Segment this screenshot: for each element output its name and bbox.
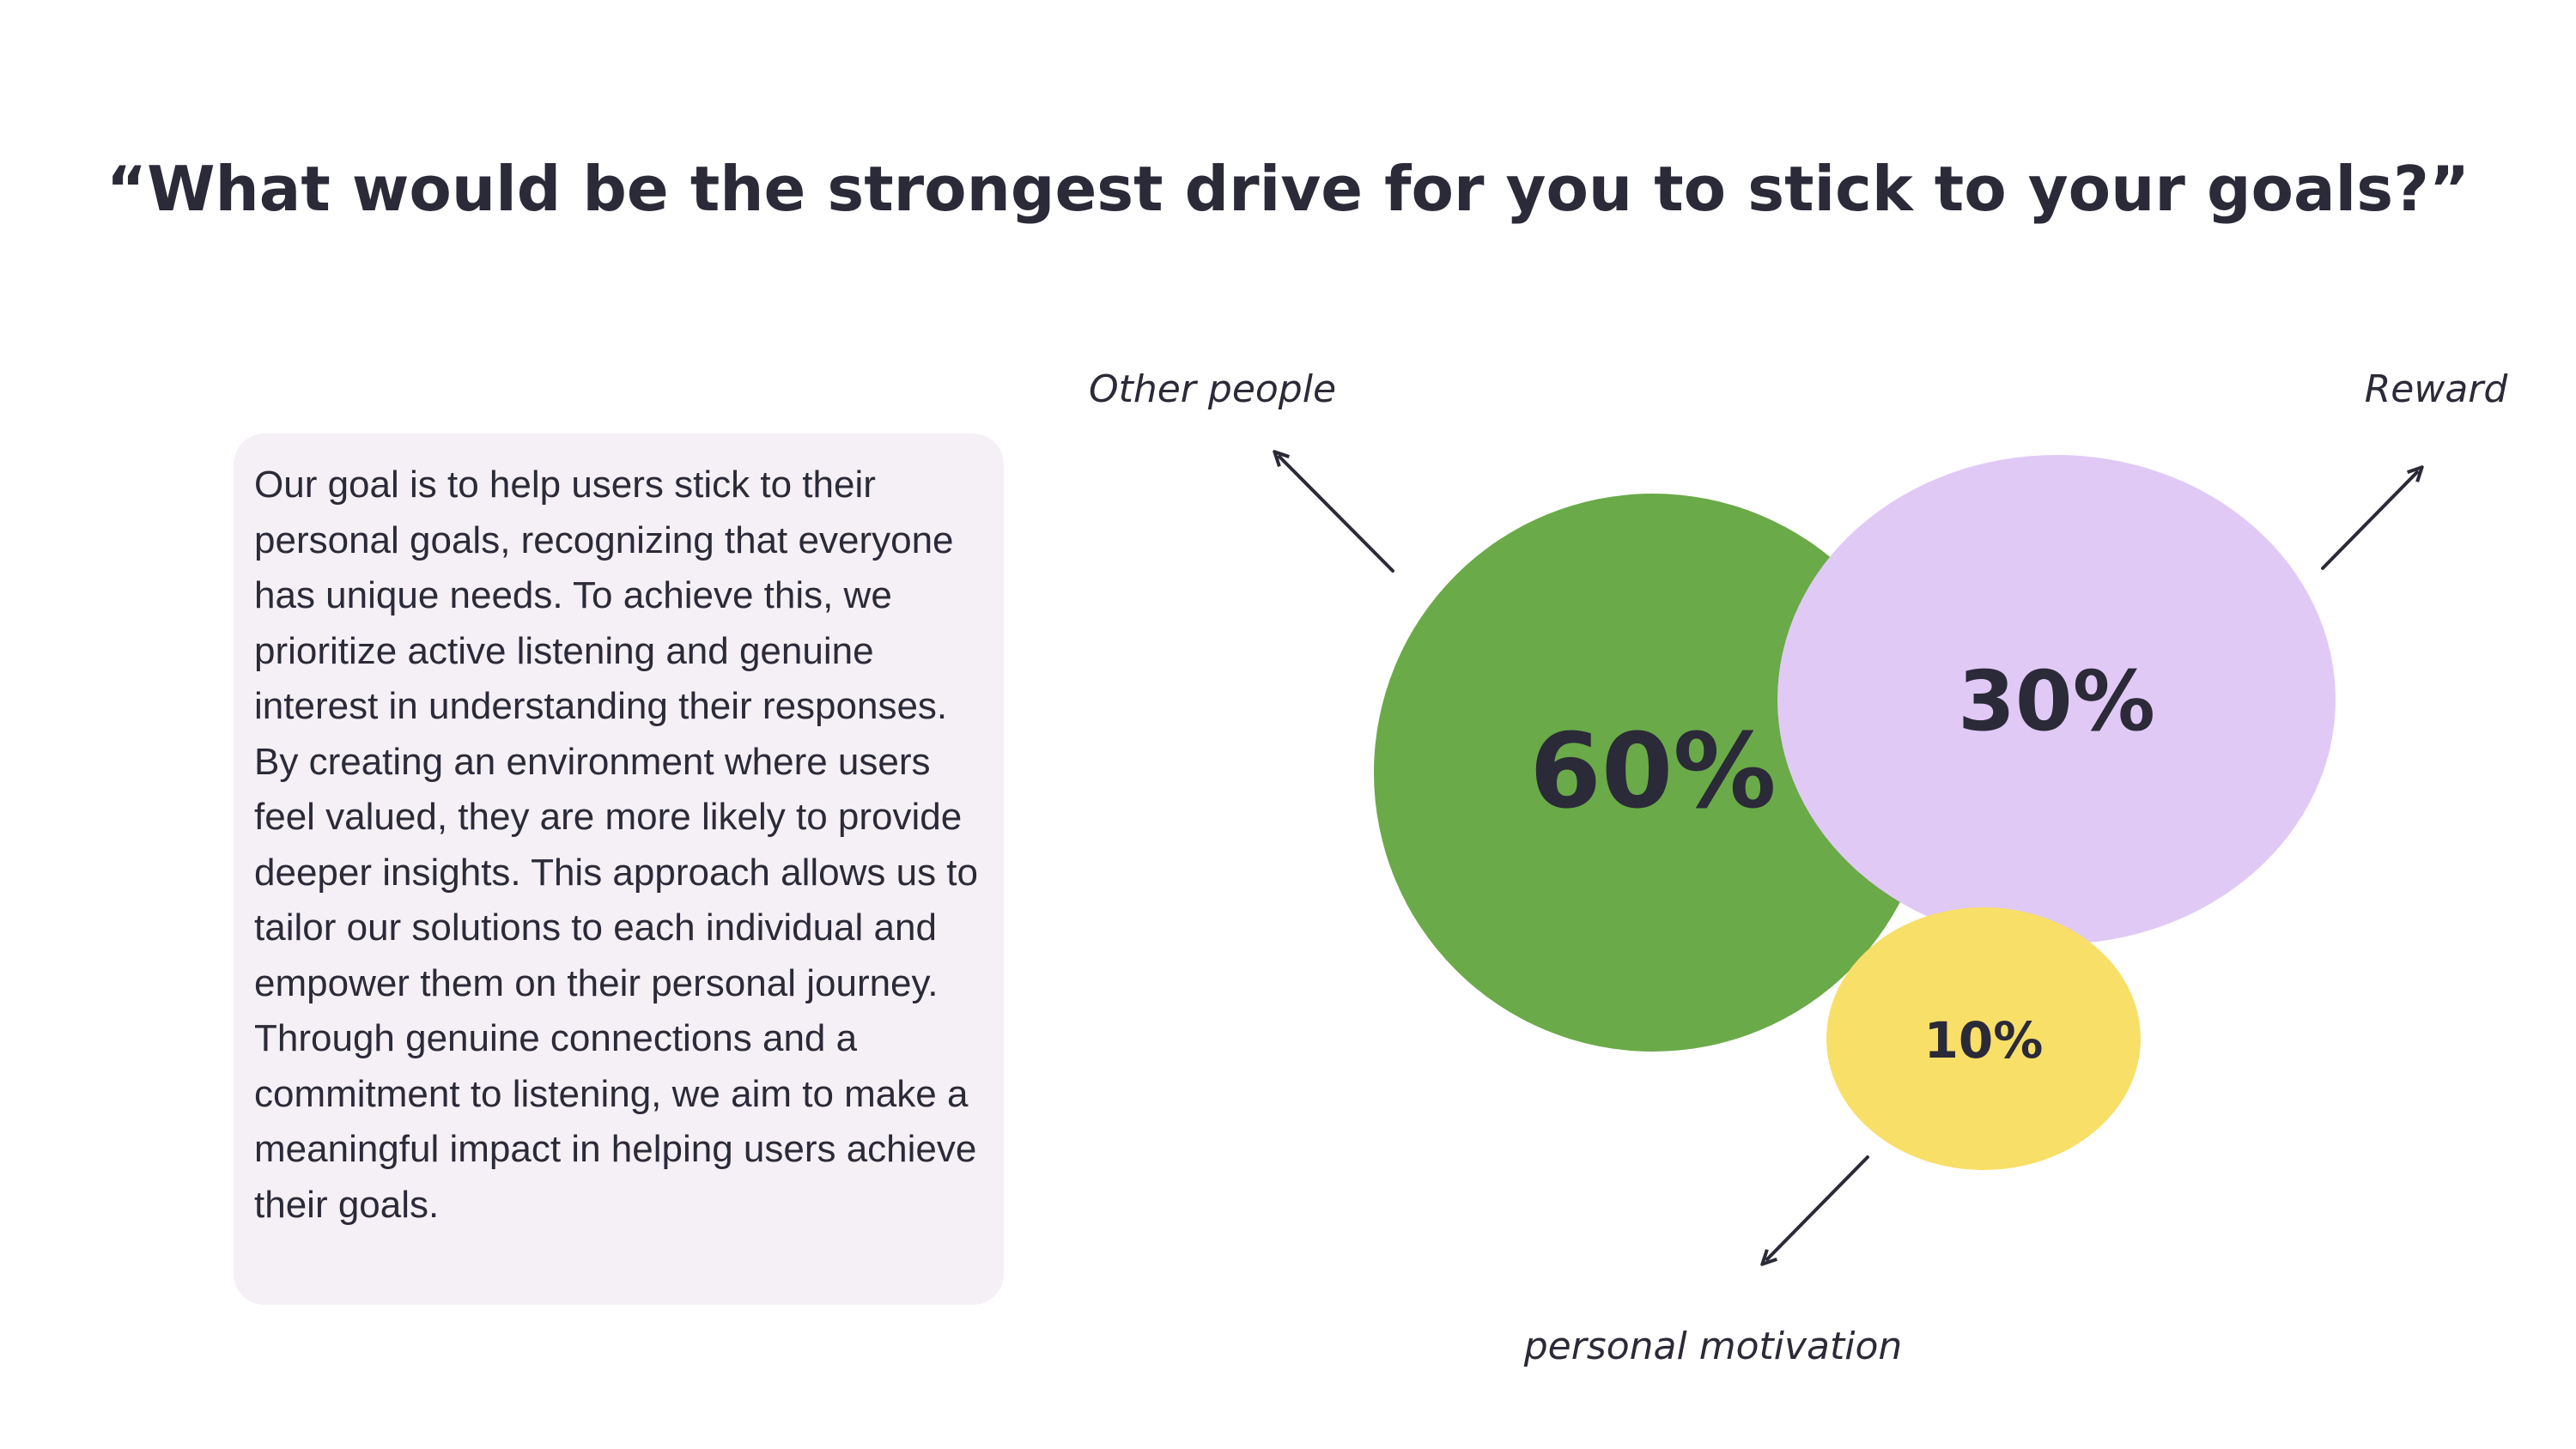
value-label-reward: 30%	[1958, 653, 2155, 749]
description-box: Our goal is to help users stick to their…	[234, 433, 1004, 1305]
value-label-personal-motivation: 10%	[1924, 1011, 2044, 1070]
value-label-other-people: 60%	[1529, 712, 1776, 832]
arrow-personal-motivation	[1767, 1155, 1869, 1259]
bubble-personal-motivation	[1826, 907, 2141, 1170]
category-label-reward: Reward	[2365, 367, 2509, 411]
arrow-reward	[2321, 472, 2417, 570]
category-label-personal-motivation: personal motivation	[1523, 1325, 1903, 1368]
description-text: Our goal is to help users stick to their…	[254, 464, 979, 1226]
category-label-other-people: Other people	[1089, 367, 1336, 411]
arrow-other-people	[1279, 457, 1394, 573]
slide-title: “What would be the strongest drive for y…	[106, 153, 2470, 225]
bubble-chart: 60% 30% 10% Other people Reward personal moti…	[1030, 326, 2576, 1442]
bubble-chart-svg: 60% 30% 10% Other people Reward personal moti…	[1089, 367, 2509, 1368]
bubble-reward	[1777, 455, 2336, 944]
